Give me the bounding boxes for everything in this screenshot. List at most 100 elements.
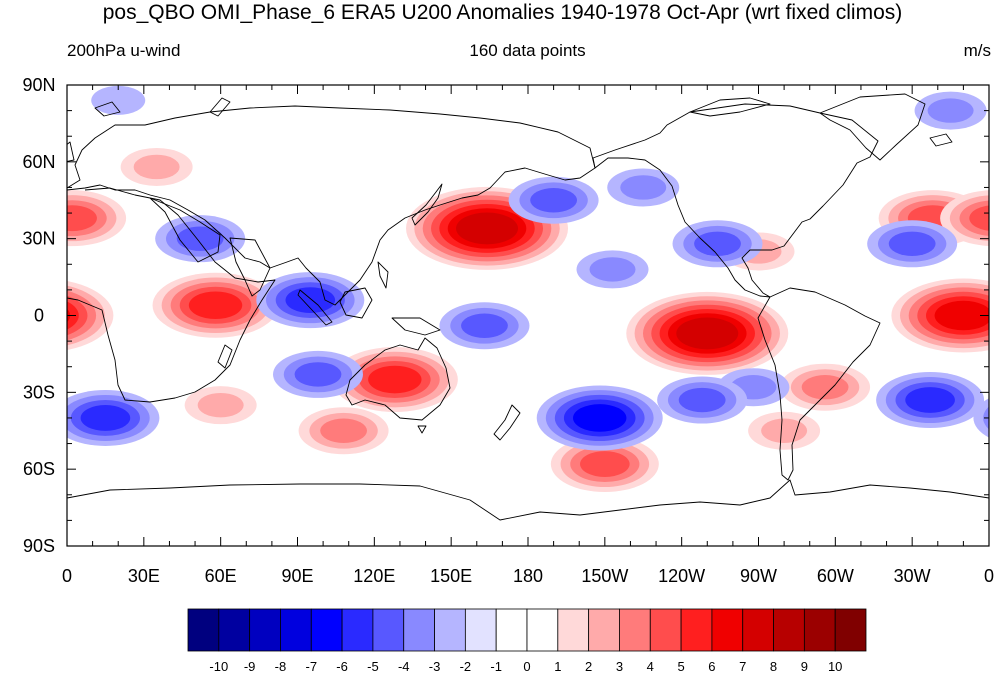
contour-level bbox=[80, 405, 131, 431]
coastline-madagascar bbox=[217, 344, 233, 369]
contour-level bbox=[888, 231, 936, 256]
anomaly-negative-19 bbox=[439, 302, 530, 350]
anomaly-positive-3 bbox=[152, 272, 279, 338]
colorbar-box bbox=[280, 608, 312, 652]
coastline-canadian-archipelago bbox=[689, 97, 771, 117]
contour-level bbox=[176, 226, 224, 251]
coastline-arabia bbox=[149, 197, 221, 263]
colorbar-label: 9 bbox=[801, 659, 808, 674]
y-tick-label: 90S bbox=[23, 536, 55, 556]
anomaly-negative-18 bbox=[536, 385, 663, 451]
contour-level bbox=[573, 404, 627, 432]
colorbar-box bbox=[310, 608, 343, 652]
coastline-tasmania bbox=[417, 425, 427, 434]
x-tick-label: 60W bbox=[817, 566, 854, 586]
colorbar-box bbox=[803, 608, 836, 652]
colorbar-label: 0 bbox=[523, 659, 530, 674]
contour-level bbox=[761, 418, 808, 443]
contour-level bbox=[993, 400, 1005, 436]
contour-level bbox=[969, 205, 989, 231]
x-tick-label: 60E bbox=[205, 566, 237, 586]
coastline-africa bbox=[67, 187, 276, 403]
contour-level bbox=[934, 300, 989, 331]
colorbar-box bbox=[187, 608, 220, 652]
coastline-north-america bbox=[592, 103, 879, 298]
colorbar-box bbox=[341, 608, 374, 652]
anomaly-positive-2 bbox=[67, 278, 989, 353]
coastline-south-america bbox=[757, 287, 881, 481]
x-tick-label: 30E bbox=[128, 566, 160, 586]
contour-level bbox=[0, 92, 65, 130]
coastline-british-isles bbox=[67, 141, 75, 162]
colorbar-label: -10 bbox=[209, 659, 228, 674]
coastlines bbox=[67, 93, 989, 521]
contour-level bbox=[67, 205, 97, 232]
colorbar-box bbox=[588, 608, 620, 652]
x-tick-label: 150E bbox=[430, 566, 472, 586]
anomaly-negative-22 bbox=[672, 220, 763, 268]
contour-level bbox=[91, 85, 146, 115]
coastline-svalbard bbox=[94, 101, 121, 117]
colorbar-label: 2 bbox=[585, 659, 592, 674]
contour-level bbox=[801, 375, 849, 400]
contour-level bbox=[0, 205, 35, 231]
coastline-borneo bbox=[339, 287, 373, 319]
anomaly-positive-5 bbox=[331, 347, 458, 413]
colorbar-box bbox=[834, 608, 867, 652]
anomaly-negative-26 bbox=[657, 376, 748, 424]
units-label: m/s bbox=[963, 41, 991, 60]
x-tick-label: 90E bbox=[281, 566, 313, 586]
colorbar-box bbox=[649, 608, 682, 652]
y-tick-label: 60S bbox=[23, 459, 55, 479]
coastline-philippines bbox=[377, 261, 389, 289]
contour-level bbox=[294, 362, 342, 387]
x-tick-label: 180 bbox=[513, 566, 543, 586]
coastline-new-guinea bbox=[391, 317, 441, 336]
colorbar-box bbox=[372, 608, 405, 652]
anomaly-positive-13 bbox=[184, 386, 257, 425]
colorbar-label: 1 bbox=[554, 659, 561, 674]
anomaly-positive-1 bbox=[626, 291, 789, 375]
coastline-sumatra bbox=[297, 289, 333, 326]
anomaly-positive-6 bbox=[550, 436, 659, 493]
colorbar-label: -9 bbox=[244, 659, 256, 674]
anomaly-positive-11 bbox=[780, 363, 871, 411]
anomaly-negative-15 bbox=[155, 215, 246, 263]
contour-level bbox=[676, 317, 739, 350]
y-tick-label: 30S bbox=[23, 382, 55, 402]
colorbar-label: 6 bbox=[708, 659, 715, 674]
axes: 0 30E 60E 90E 120E 150E 180 150W 120W 90W 60W 30W 09… bbox=[22, 75, 994, 586]
y-tick-label: 0 bbox=[34, 306, 44, 326]
contour-level bbox=[905, 387, 955, 413]
y-tick-label: 30N bbox=[22, 229, 55, 249]
contour-level bbox=[197, 392, 244, 418]
x-tick-label: 120W bbox=[658, 566, 705, 586]
y-tick-label: 90N bbox=[22, 75, 55, 95]
colorbar-box bbox=[773, 608, 805, 652]
anomaly-negative-27 bbox=[607, 168, 680, 207]
anomaly-positive-9 bbox=[120, 147, 193, 186]
x-tick-label: 30W bbox=[894, 566, 931, 586]
colorbar-label: -8 bbox=[275, 659, 287, 674]
contour-level bbox=[285, 287, 336, 314]
colorbar-box bbox=[434, 608, 466, 652]
contour-level bbox=[133, 154, 180, 180]
contour-level bbox=[678, 387, 726, 413]
colorbar-box bbox=[218, 608, 251, 652]
coastline-eurasia bbox=[67, 105, 596, 306]
anomaly-field bbox=[0, 85, 1005, 493]
contour-level bbox=[927, 98, 974, 123]
contour-level bbox=[580, 451, 630, 477]
colorbar-label: 8 bbox=[770, 659, 777, 674]
variable-label: 200hPa u-wind bbox=[67, 41, 181, 60]
contour-level bbox=[620, 175, 667, 200]
anomaly-positive-8 bbox=[67, 190, 989, 247]
colorbar-label: -1 bbox=[490, 659, 502, 674]
plot-title: pos_QBO OMI_Phase_6 ERA5 U200 Anomalies … bbox=[102, 1, 903, 24]
colorbar-box bbox=[464, 608, 497, 652]
colorbar-box bbox=[526, 608, 559, 652]
coastline-antarctica bbox=[67, 479, 989, 521]
x-tick-label: 150W bbox=[581, 566, 628, 586]
anomaly-negative-24 bbox=[576, 250, 649, 289]
